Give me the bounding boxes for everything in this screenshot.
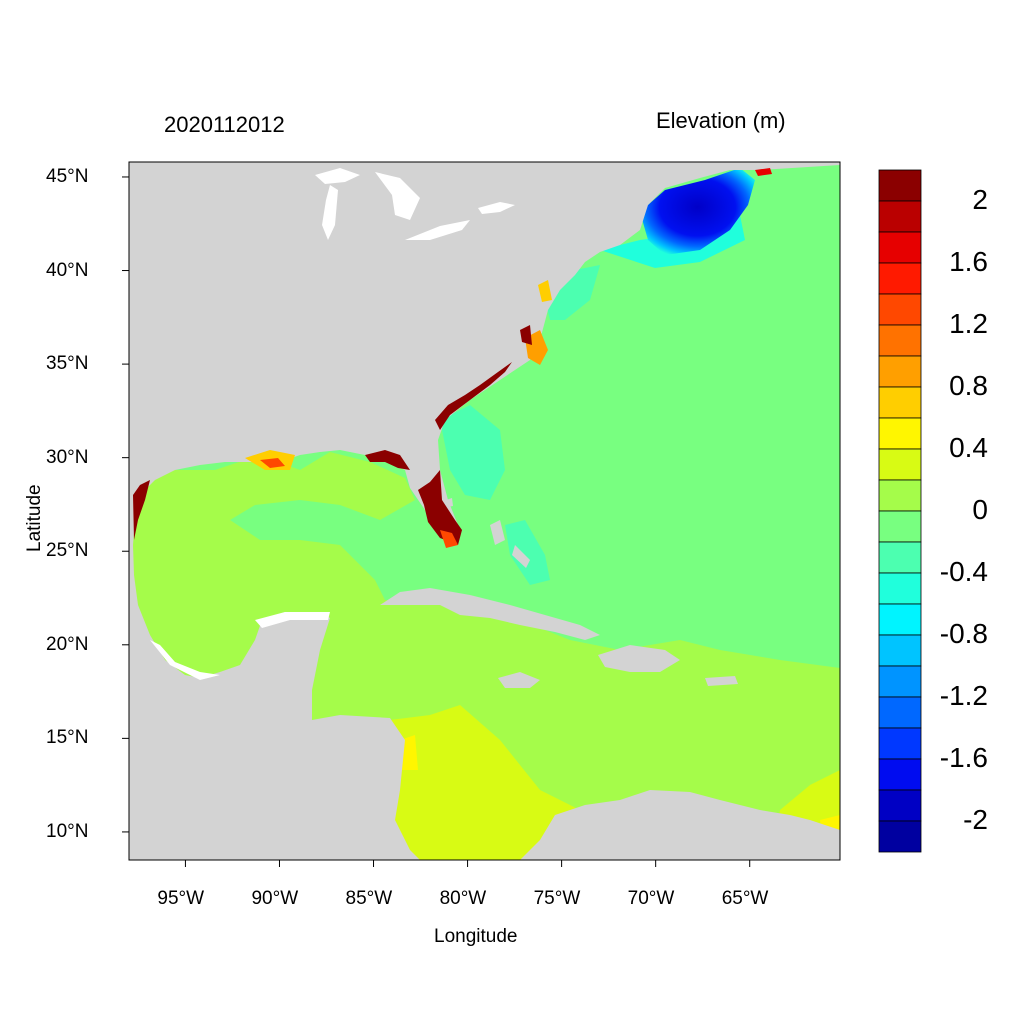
colorbar-swatch: [878, 696, 922, 729]
colorbar-swatch: [878, 510, 922, 543]
colorbar-swatch: [878, 572, 922, 605]
lake-huron: [375, 172, 420, 220]
land-north-america: [129, 162, 840, 860]
colorbar-label: 1.6: [949, 246, 988, 277]
land-jamaica: [498, 672, 540, 688]
colorbar-label: -0.8: [939, 618, 988, 649]
surge-florida-south-tip: [440, 530, 458, 548]
y-tick-label: 45°N: [46, 165, 89, 187]
colorbar-label: 1.2: [949, 308, 988, 339]
colorbar-swatch: [878, 386, 922, 419]
surge-louisiana-red: [260, 458, 285, 468]
land-puerto-rico: [705, 676, 738, 686]
colorbar-label: -1.2: [939, 680, 988, 711]
land-hispaniola: [598, 645, 680, 672]
colorbar-label: 0.4: [949, 432, 988, 463]
surge-florida-southwest: [418, 470, 462, 545]
y-tick-label: 40°N: [46, 259, 89, 281]
y-tick-label: 25°N: [46, 540, 89, 562]
colorbar-swatch: [878, 448, 922, 481]
colorbar-swatch: [878, 231, 922, 264]
negative-field-florida: [440, 405, 505, 500]
land-bahamas: [490, 520, 530, 568]
colorbar-swatch: [878, 169, 922, 202]
surge-pamlico-red: [520, 325, 532, 345]
colorbar-swatch: [878, 820, 922, 853]
surge-georgia-carolina: [435, 362, 512, 430]
colorbar-swatch: [878, 324, 922, 357]
lake-erie: [405, 220, 470, 240]
colorbar: [878, 169, 922, 853]
y-tick-label: 15°N: [46, 727, 89, 749]
x-tick-label: 70°W: [627, 888, 675, 909]
y-axis-label: Latitude: [24, 484, 45, 552]
colorbar-swatch: [878, 355, 922, 388]
colorbar-swatch: [878, 293, 922, 326]
colorbar-swatch: [878, 479, 922, 512]
colorbar-swatch: [878, 200, 922, 233]
colorbar-label: -0.4: [939, 556, 988, 587]
lake-okeechobee: [446, 498, 453, 507]
colorbar-swatch: [878, 634, 922, 667]
colorbar-swatch: [878, 603, 922, 636]
south-caribbean-field: [390, 705, 580, 860]
colorbar-swatch: [878, 262, 922, 295]
surge-delaware: [538, 280, 552, 302]
gulf-of-maine-field: [640, 168, 755, 255]
y-tick-label: 20°N: [46, 633, 89, 655]
colorbar-swatch: [878, 417, 922, 450]
yucatan-coast: [255, 612, 330, 628]
x-tick-label: 90°W: [251, 888, 299, 909]
negative-field-midatlantic: [545, 265, 600, 320]
colorbar-swatch: [878, 541, 922, 574]
land-cuba: [380, 588, 600, 640]
map-field: [129, 162, 840, 860]
lake-superior: [315, 168, 360, 184]
colorbar-label: 2: [972, 184, 988, 215]
x-tick-label: 95°W: [157, 888, 205, 909]
variable-title: Elevation (m): [656, 108, 786, 133]
timestamp-label: 2020112012: [164, 112, 285, 137]
y-tick-label: 30°N: [46, 446, 89, 468]
x-tick-label: 65°W: [721, 888, 769, 909]
negative-field-bahamas: [505, 520, 550, 585]
surge-big-bend: [365, 450, 410, 470]
x-tick-label: 85°W: [345, 888, 393, 909]
colorbar-label: -1.6: [939, 742, 988, 773]
mexico-coast: [150, 640, 220, 680]
colorbar-label: -2: [963, 804, 988, 835]
lake-ontario: [478, 202, 515, 214]
x-tick-label: 80°W: [439, 888, 487, 909]
y-tick-label: 35°N: [46, 353, 89, 375]
colorbar-swatch: [878, 758, 922, 791]
y-axis-ticks: [122, 176, 129, 833]
map-frame: [128, 161, 841, 861]
surge-texas: [133, 480, 150, 540]
x-axis-label: Longitude: [434, 926, 518, 947]
x-axis-ticks: [184, 860, 751, 867]
y-tick-label: 10°N: [46, 820, 89, 842]
x-tick-label: 75°W: [533, 888, 581, 909]
land-south-america: [520, 790, 840, 860]
lake-michigan: [322, 185, 338, 240]
colorbar-label: 0.8: [949, 370, 988, 401]
surge-nova-scotia: [755, 168, 772, 176]
colorbar-label: 0: [972, 494, 988, 525]
